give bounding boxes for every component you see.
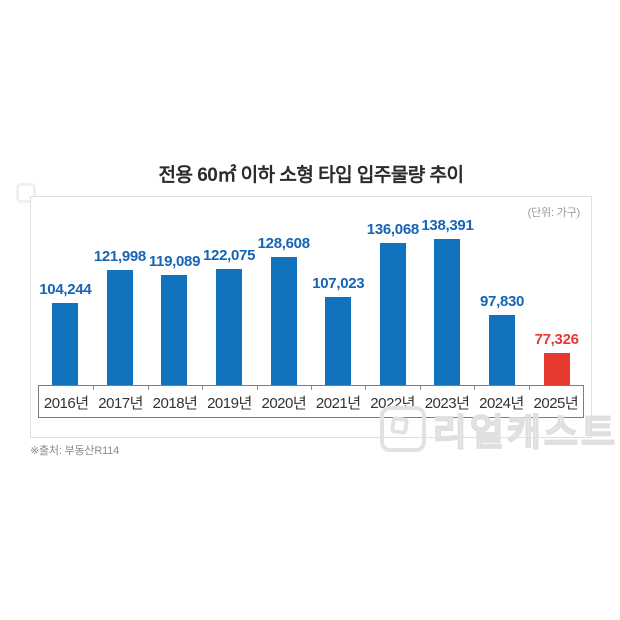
bar-value-label: 104,244 bbox=[39, 281, 92, 298]
realcast-logo-inner-icon bbox=[389, 415, 409, 436]
bar-cell: 128,608 bbox=[256, 210, 311, 385]
x-axis-tick bbox=[528, 386, 530, 390]
bar bbox=[270, 257, 297, 385]
x-axis-label: 2023년 bbox=[424, 395, 470, 412]
bar-value-label: 77,326 bbox=[534, 331, 579, 348]
chart-area: (단위: 가구) 104,244 121,998 119,089 122,075 128… bbox=[30, 196, 592, 438]
bar bbox=[489, 315, 516, 385]
x-axis: 2016년 2017년 2018년 2019년 2020년 2021년 2022년 2023년… bbox=[38, 385, 584, 418]
x-axis-label: 2019년 bbox=[207, 395, 252, 412]
bar-cell: 107,023 bbox=[311, 210, 366, 385]
x-axis-label: 2017년 bbox=[98, 395, 143, 412]
x-axis-tick bbox=[419, 386, 421, 390]
bar-cell: 104,244 bbox=[38, 210, 93, 385]
bar-value-label: 122,075 bbox=[203, 247, 256, 264]
bar-cell: 136,068 bbox=[366, 210, 421, 385]
x-axis-tick bbox=[311, 386, 312, 390]
bar-value-label: 128,608 bbox=[257, 235, 310, 252]
watermark: 리얼캐스트 bbox=[379, 402, 618, 456]
unit-note: (단위: 가구) bbox=[527, 207, 581, 219]
x-axis-tick bbox=[202, 386, 204, 390]
bar-cell: 77,326 bbox=[529, 210, 584, 385]
x-axis-tick bbox=[256, 386, 258, 390]
chart-title: 전용 60㎡ 이하 소형 타입 입주물량 추이 bbox=[158, 165, 464, 186]
bar bbox=[543, 353, 570, 385]
bar bbox=[379, 243, 406, 385]
bar-value-label: 121,998 bbox=[93, 248, 146, 265]
x-axis-tick bbox=[365, 386, 367, 390]
bar bbox=[161, 275, 188, 385]
x-axis-tick bbox=[93, 386, 95, 390]
bar-cell: 119,089 bbox=[147, 210, 202, 385]
bar bbox=[52, 303, 79, 385]
bar-value-label: 138,391 bbox=[421, 217, 474, 234]
watermark-label: 리얼캐스트 bbox=[432, 411, 618, 454]
x-axis-label: 2021년 bbox=[315, 395, 361, 412]
source-note: ※출처: 부동산R114 bbox=[30, 445, 120, 457]
watermark-corner-icon bbox=[16, 183, 36, 203]
bar-value-label: 136,068 bbox=[366, 221, 419, 238]
bar bbox=[434, 239, 461, 385]
x-axis-label: 2020년 bbox=[261, 395, 307, 412]
bar bbox=[106, 270, 133, 385]
bar-cell: 122,075 bbox=[202, 210, 257, 385]
bars-row: 104,244 121,998 119,089 122,075 128,608 107,0… bbox=[38, 210, 584, 385]
x-axis-label: 2025년 bbox=[533, 395, 579, 412]
bar-value-label: 107,023 bbox=[312, 275, 365, 292]
bar-cell: 121,998 bbox=[93, 210, 148, 385]
bar bbox=[216, 269, 243, 385]
x-axis-tick bbox=[474, 386, 476, 390]
x-axis-label: 2018년 bbox=[152, 395, 198, 412]
bar-value-label: 97,830 bbox=[480, 293, 525, 310]
x-axis-label: 2024년 bbox=[479, 395, 524, 412]
realcast-logo-icon bbox=[379, 406, 426, 452]
bar bbox=[325, 297, 352, 385]
bar-cell: 97,830 bbox=[475, 210, 530, 385]
bar-cell: 138,391 bbox=[420, 210, 475, 385]
x-axis-tick bbox=[147, 386, 149, 390]
bar-value-label: 119,089 bbox=[148, 253, 201, 270]
x-axis-label: 2016년 bbox=[43, 395, 89, 412]
